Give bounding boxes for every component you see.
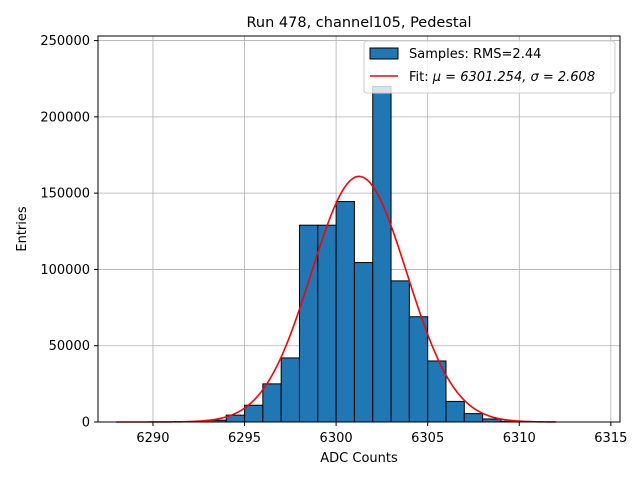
plot-frame — [97, 35, 621, 423]
histogram-bar — [317, 224, 337, 423]
histogram-bar — [335, 201, 355, 423]
histogram-bar — [244, 404, 264, 423]
y-axis-label: Entries — [15, 206, 30, 252]
legend-samples-swatch — [369, 47, 399, 60]
legend-fit-label: Fit: μ = 6301.254, σ = 2.608 — [409, 70, 595, 85]
y-tick-label: 250000 — [40, 34, 90, 49]
histogram-bar — [280, 357, 300, 423]
x-axis-label: ADC Counts — [320, 451, 398, 466]
y-tick-label: 0 — [82, 416, 90, 431]
histogram-bar — [390, 280, 410, 423]
chart-title: Run 478, channel105, Pedestal — [246, 15, 471, 31]
y-tick-label: 150000 — [40, 187, 90, 202]
legend-fit-prefix: Fit: — [409, 70, 433, 85]
x-tick-label: 6310 — [503, 431, 536, 446]
x-tick-label: 6300 — [320, 431, 353, 446]
y-tick-label: 50000 — [49, 339, 90, 354]
x-tick-label: 6315 — [594, 431, 627, 446]
x-tick-label: 6290 — [136, 431, 169, 446]
histogram-bar — [463, 413, 484, 423]
y-tick-label: 200000 — [40, 110, 90, 125]
x-axis-ticks: 6290 6295 6300 6305 6310 6315 — [136, 422, 627, 446]
histogram-bar — [408, 316, 429, 423]
histogram-bar — [262, 383, 282, 423]
legend-samples-label: Samples: RMS=2.44 — [409, 47, 541, 62]
y-axis-ticks: 0 50000 100000 150000 200000 250000 — [40, 34, 98, 431]
histogram-bar — [353, 262, 374, 423]
y-tick-label: 100000 — [40, 263, 90, 278]
histogram-bar — [445, 400, 465, 423]
legend-fit-params: μ = 6301.254, σ = 2.608 — [432, 70, 595, 85]
legend: Samples: RMS=2.44 Fit: μ = 6301.254, σ =… — [363, 40, 616, 94]
histogram-bar — [298, 224, 319, 423]
legend-box — [363, 40, 616, 94]
x-tick-label: 6295 — [228, 431, 261, 446]
histogram-bar — [372, 85, 392, 423]
x-tick-label: 6305 — [411, 431, 444, 446]
